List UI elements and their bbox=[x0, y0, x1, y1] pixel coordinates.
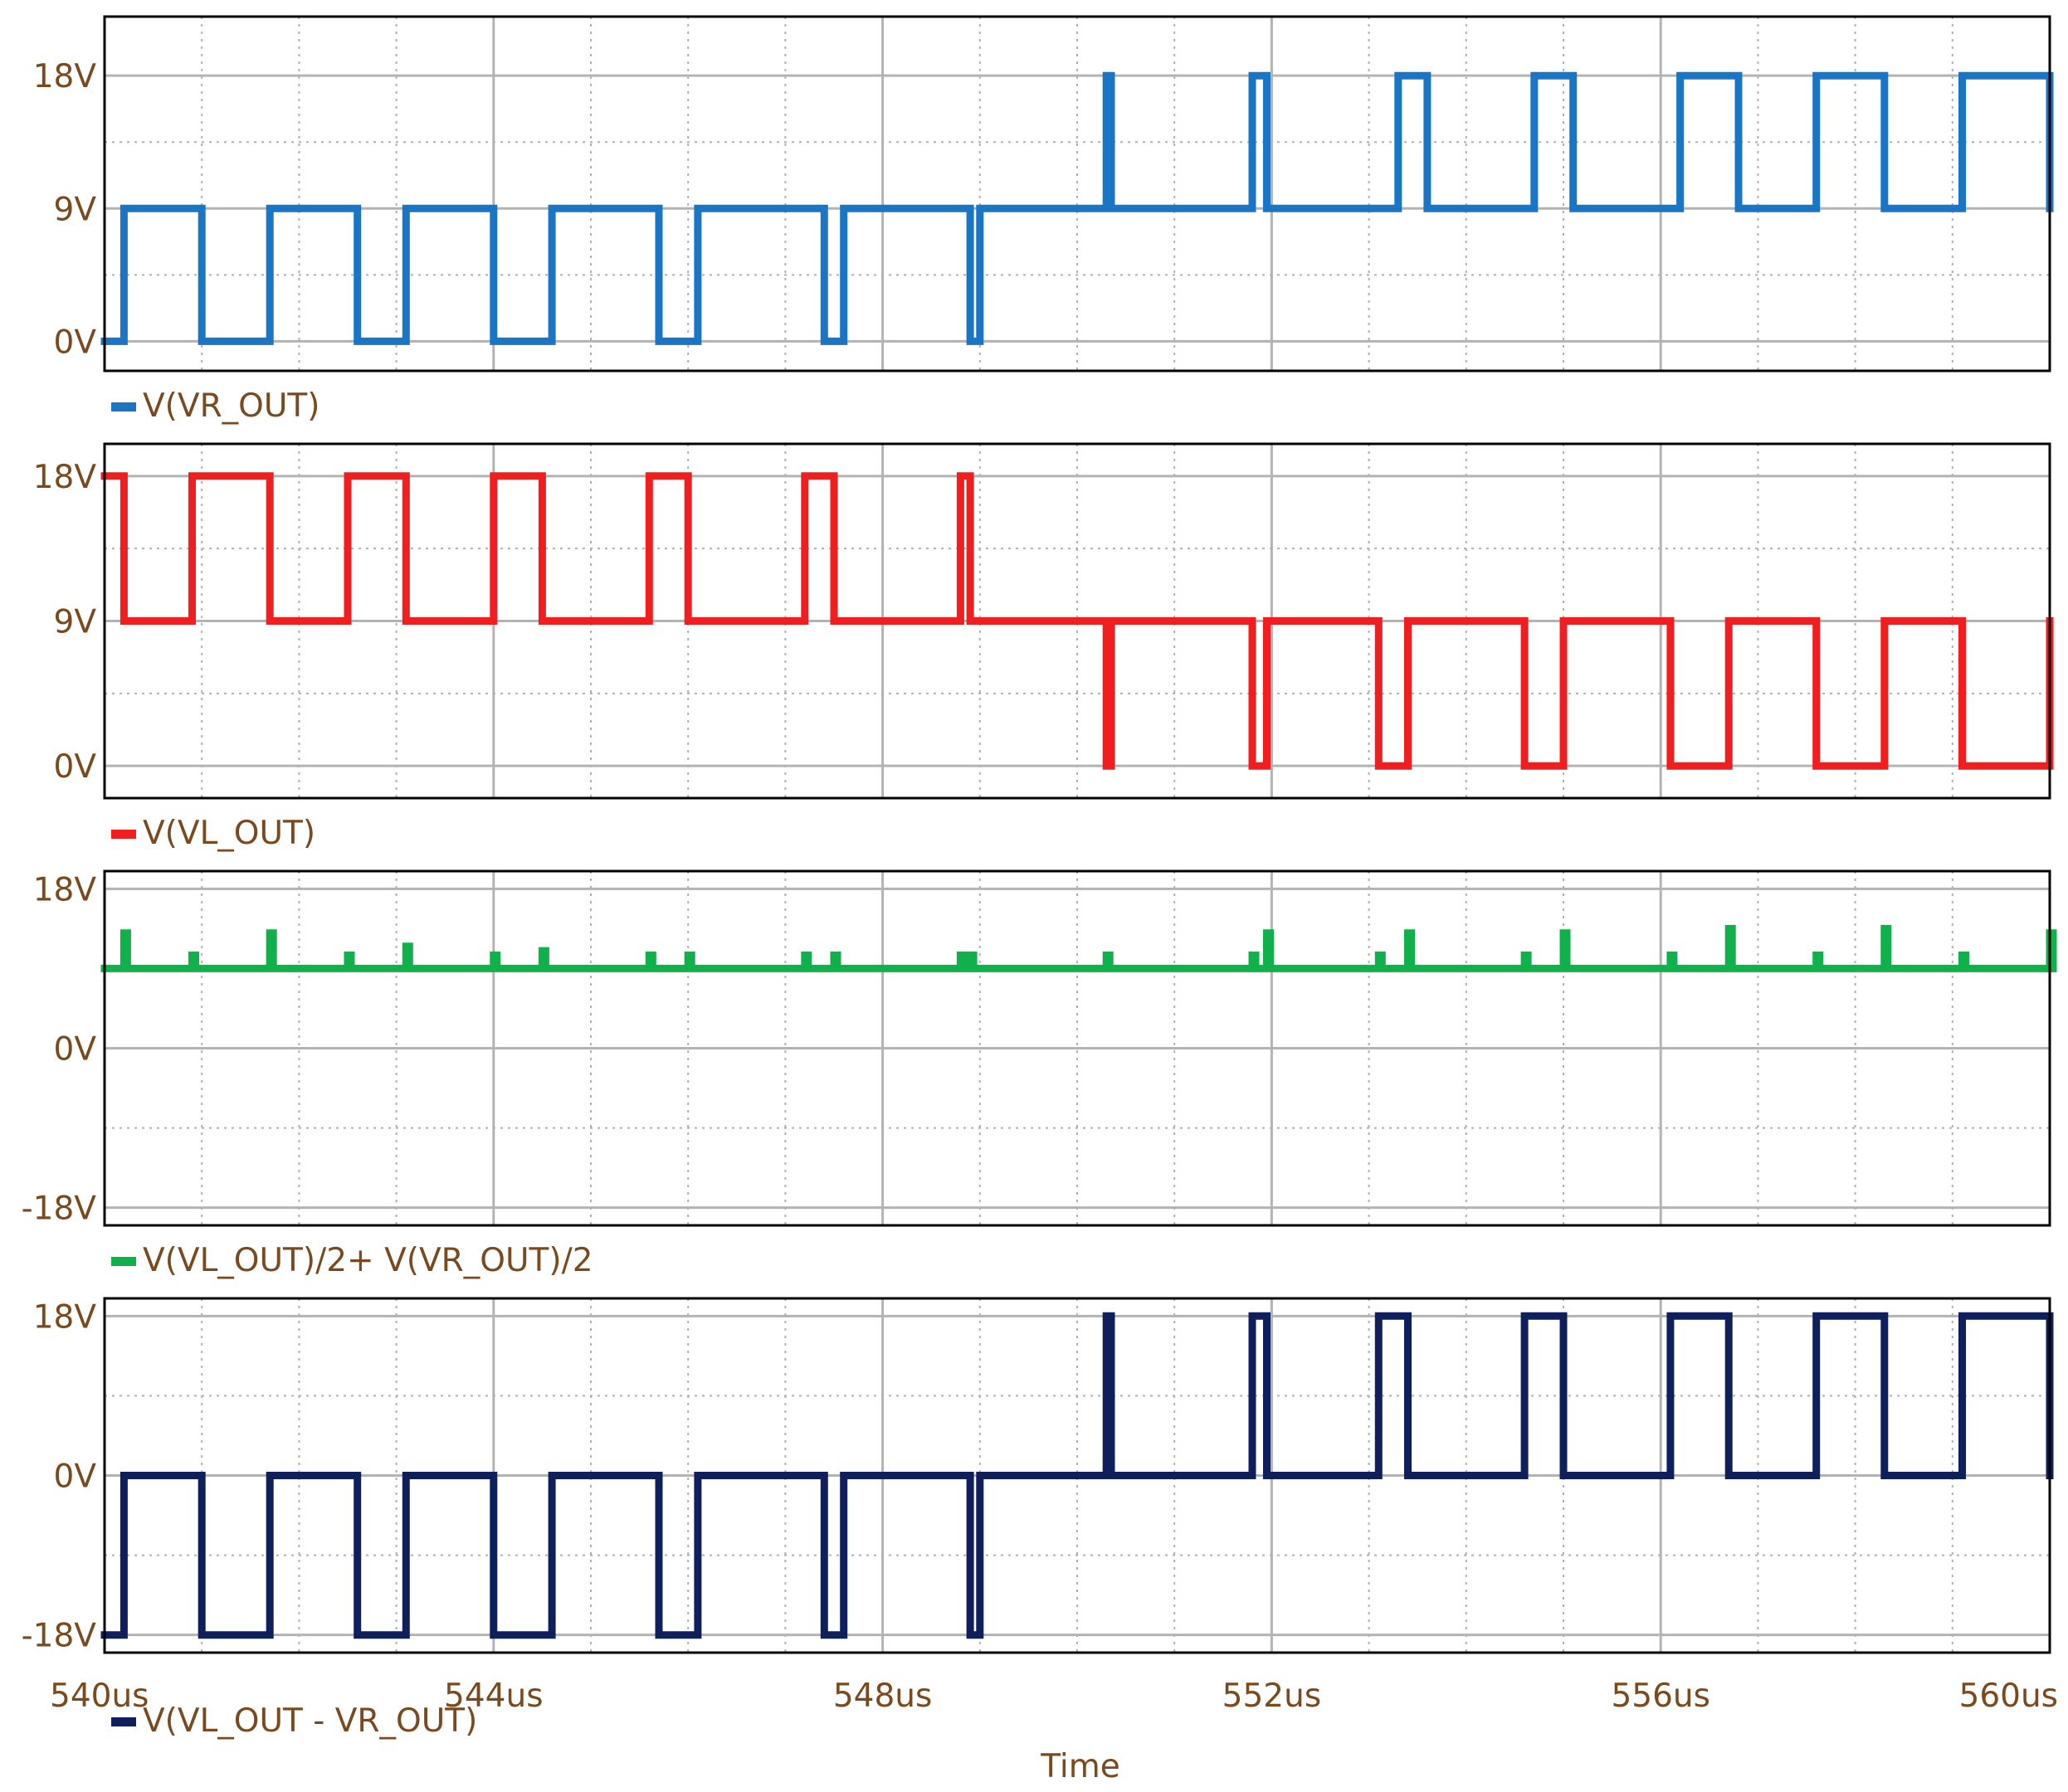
panel-frame bbox=[103, 442, 2051, 800]
x-axis-title: Time bbox=[1040, 1748, 1119, 1785]
legend-swatch bbox=[111, 830, 136, 839]
y-tick-label: -18V bbox=[22, 1191, 97, 1228]
x-tick-label: 540us bbox=[50, 1678, 149, 1715]
y-tick-label: 0V bbox=[54, 748, 97, 786]
panel-3: 18V 0V -18V V(VL_OUT)/2+ V(VR_OUT)/2 bbox=[22, 869, 2057, 1279]
legend-label: V(VL_OUT - VR_OUT) bbox=[143, 1702, 477, 1740]
legend-swatch bbox=[111, 1717, 136, 1726]
y-tick-label: 0V bbox=[54, 324, 97, 361]
series-line bbox=[100, 71, 2054, 345]
legend-swatch bbox=[111, 1257, 136, 1266]
panel-frame bbox=[103, 15, 2051, 373]
panel-frame bbox=[103, 869, 2051, 1227]
y-tick-label: 0V bbox=[54, 1458, 97, 1496]
legend-swatch bbox=[111, 402, 136, 411]
x-tick-label: 544us bbox=[444, 1678, 543, 1715]
y-tick-label: 9V bbox=[54, 191, 97, 228]
y-tick-label: 9V bbox=[54, 604, 97, 641]
y-tick-label: -18V bbox=[22, 1618, 97, 1655]
panel-frame bbox=[103, 1297, 2051, 1654]
panel-1: 18V 9V 0V V(VR_OUT) bbox=[33, 15, 2054, 425]
y-tick-label: 18V bbox=[33, 1298, 97, 1336]
y-tick-label: 0V bbox=[54, 1031, 97, 1069]
series-line bbox=[100, 1312, 2054, 1639]
series-line bbox=[100, 472, 2054, 770]
legend-label: V(VR_OUT) bbox=[143, 387, 319, 425]
panel-4: 18V 0V -18V V(VL_OUT - VR_OUT) bbox=[22, 1297, 2054, 1740]
x-tick-label: 552us bbox=[1222, 1678, 1321, 1715]
legend-label: V(VL_OUT)/2+ V(VR_OUT)/2 bbox=[143, 1242, 593, 1279]
panel-2: 18V 9V 0V V(VL_OUT) bbox=[33, 442, 2054, 852]
x-axis: 540us 544us 548us 552us 556us 560us bbox=[50, 1678, 2058, 1715]
x-tick-label: 556us bbox=[1611, 1678, 1710, 1715]
x-tick-label: 560us bbox=[1959, 1678, 2058, 1715]
series-line bbox=[100, 924, 2057, 972]
legend-label: V(VL_OUT) bbox=[143, 815, 315, 852]
y-tick-label: 18V bbox=[33, 871, 97, 908]
y-tick-label: 18V bbox=[33, 58, 97, 95]
x-tick-label: 548us bbox=[833, 1678, 932, 1715]
y-tick-label: 18V bbox=[33, 459, 97, 496]
panels: 18V 9V 0V V(VR_OUT) 18V 9V 0V V(VL_OUT) 18V 0V -18… bbox=[22, 15, 2057, 1740]
